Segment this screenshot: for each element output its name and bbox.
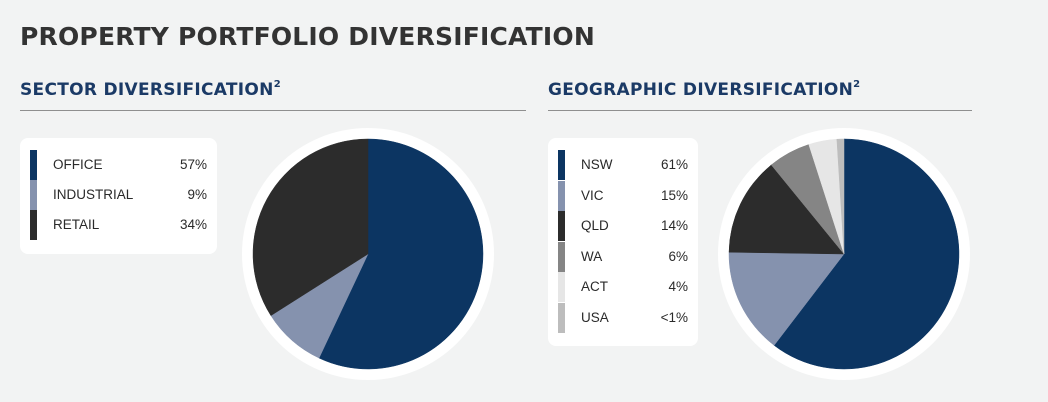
legend-value: 57% [179,157,207,172]
legend-label: NSW [581,157,613,172]
page-title: PROPERTY PORTFOLIO DIVERSIFICATION [20,22,595,51]
legend-value: <1% [660,309,688,325]
legend-label: INDUSTRIAL [53,187,134,202]
legend-item: ACT 4% [558,272,688,302]
legend-value: 6% [668,248,688,264]
legend-swatch [30,180,37,210]
legend-swatch [558,241,565,272]
legend-value: 15% [660,187,688,203]
legend-label: VIC [581,187,604,203]
legend-value: 61% [660,157,688,172]
sector-legend: OFFICE 57% INDUSTRIAL 9% RETAIL 34% [20,138,217,254]
geographic-title-rule [548,110,972,111]
sector-title-rule [20,110,526,111]
legend-swatch [558,180,565,211]
geographic-legend: NSW 61% VIC 15% QLD 14% WA 6% ACT 4% USA <1% [548,138,698,346]
pie-slice-nsw [773,138,960,370]
legend-item: INDUSTRIAL 9% [30,180,207,210]
legend-swatch [30,210,37,240]
pie-slice-qld [728,164,845,255]
pie-slice-retail [252,138,369,316]
legend-value: 14% [660,218,688,233]
legend-swatch [558,302,565,333]
legend-label: OFFICE [53,157,103,172]
legend-value: 34% [179,217,207,232]
geographic-pie-chart [718,128,970,380]
sector-pie-chart [242,128,494,380]
legend-item: QLD 14% [558,211,688,241]
legend-label: USA [581,309,609,325]
legend-swatch [558,150,565,180]
legend-value: 9% [187,187,207,202]
legend-item: NSW 61% [558,150,688,180]
pie-slice-vic [728,251,845,346]
legend-swatch [30,150,37,180]
legend-label: QLD [581,218,609,233]
pie-slice-usa [836,138,845,255]
legend-item: USA <1% [558,302,688,333]
legend-swatch [558,272,565,302]
legend-value: 4% [668,279,688,294]
pie-slice-office [318,138,484,370]
legend-item: RETAIL 34% [30,210,207,240]
legend-item: OFFICE 57% [30,150,207,180]
sector-chart-title: SECTOR DIVERSIFICATION2 [20,79,281,100]
legend-item: VIC 15% [558,180,688,211]
legend-swatch [558,211,565,241]
legend-label: WA [581,248,603,264]
geographic-chart-title: GEOGRAPHIC DIVERSIFICATION2 [548,79,861,100]
legend-label: RETAIL [53,217,100,232]
legend-item: WA 6% [558,241,688,272]
legend-label: ACT [581,279,608,294]
